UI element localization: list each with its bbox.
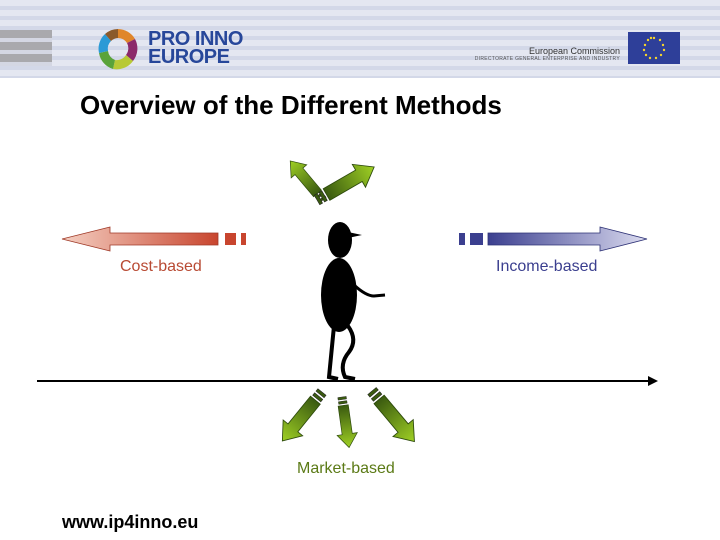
pro-inno-logo-icon (98, 29, 138, 70)
market-based-label: Market-based (297, 460, 395, 477)
cost-arrow (61, 226, 246, 252)
market-arrow-up-right (309, 155, 382, 212)
eu-flag-icon (628, 32, 680, 64)
decorative-bars (0, 30, 52, 66)
logo-line-2: EUROPE (148, 46, 230, 68)
market-arrow-down (331, 395, 360, 450)
directorate-name: DIRECTORATE GENERAL ENTERPRISE AND INDUS… (474, 56, 620, 62)
european-commission-label: European Commission DIRECTORATE GENERAL … (475, 46, 620, 62)
walking-person-icon (321, 222, 386, 381)
footer-url: www.ip4inno.eu (62, 512, 199, 532)
market-arrow-down-left (272, 383, 333, 450)
slide-title: Overview of the Different Methods (80, 90, 502, 120)
logo-text: PRO INNO EUROPE (148, 28, 243, 68)
income-based-label: Income-based (496, 258, 598, 275)
timeline-axis (37, 376, 658, 386)
market-arrow-down-right (361, 382, 425, 451)
income-arrow (459, 226, 648, 252)
header-banner: PRO INNO EUROPE European Commission DIRE… (0, 0, 720, 78)
logo-line-1: PRO INNO (148, 28, 243, 50)
commission-name: European Commission (528, 46, 620, 56)
cost-based-label: Cost-based (120, 258, 202, 275)
